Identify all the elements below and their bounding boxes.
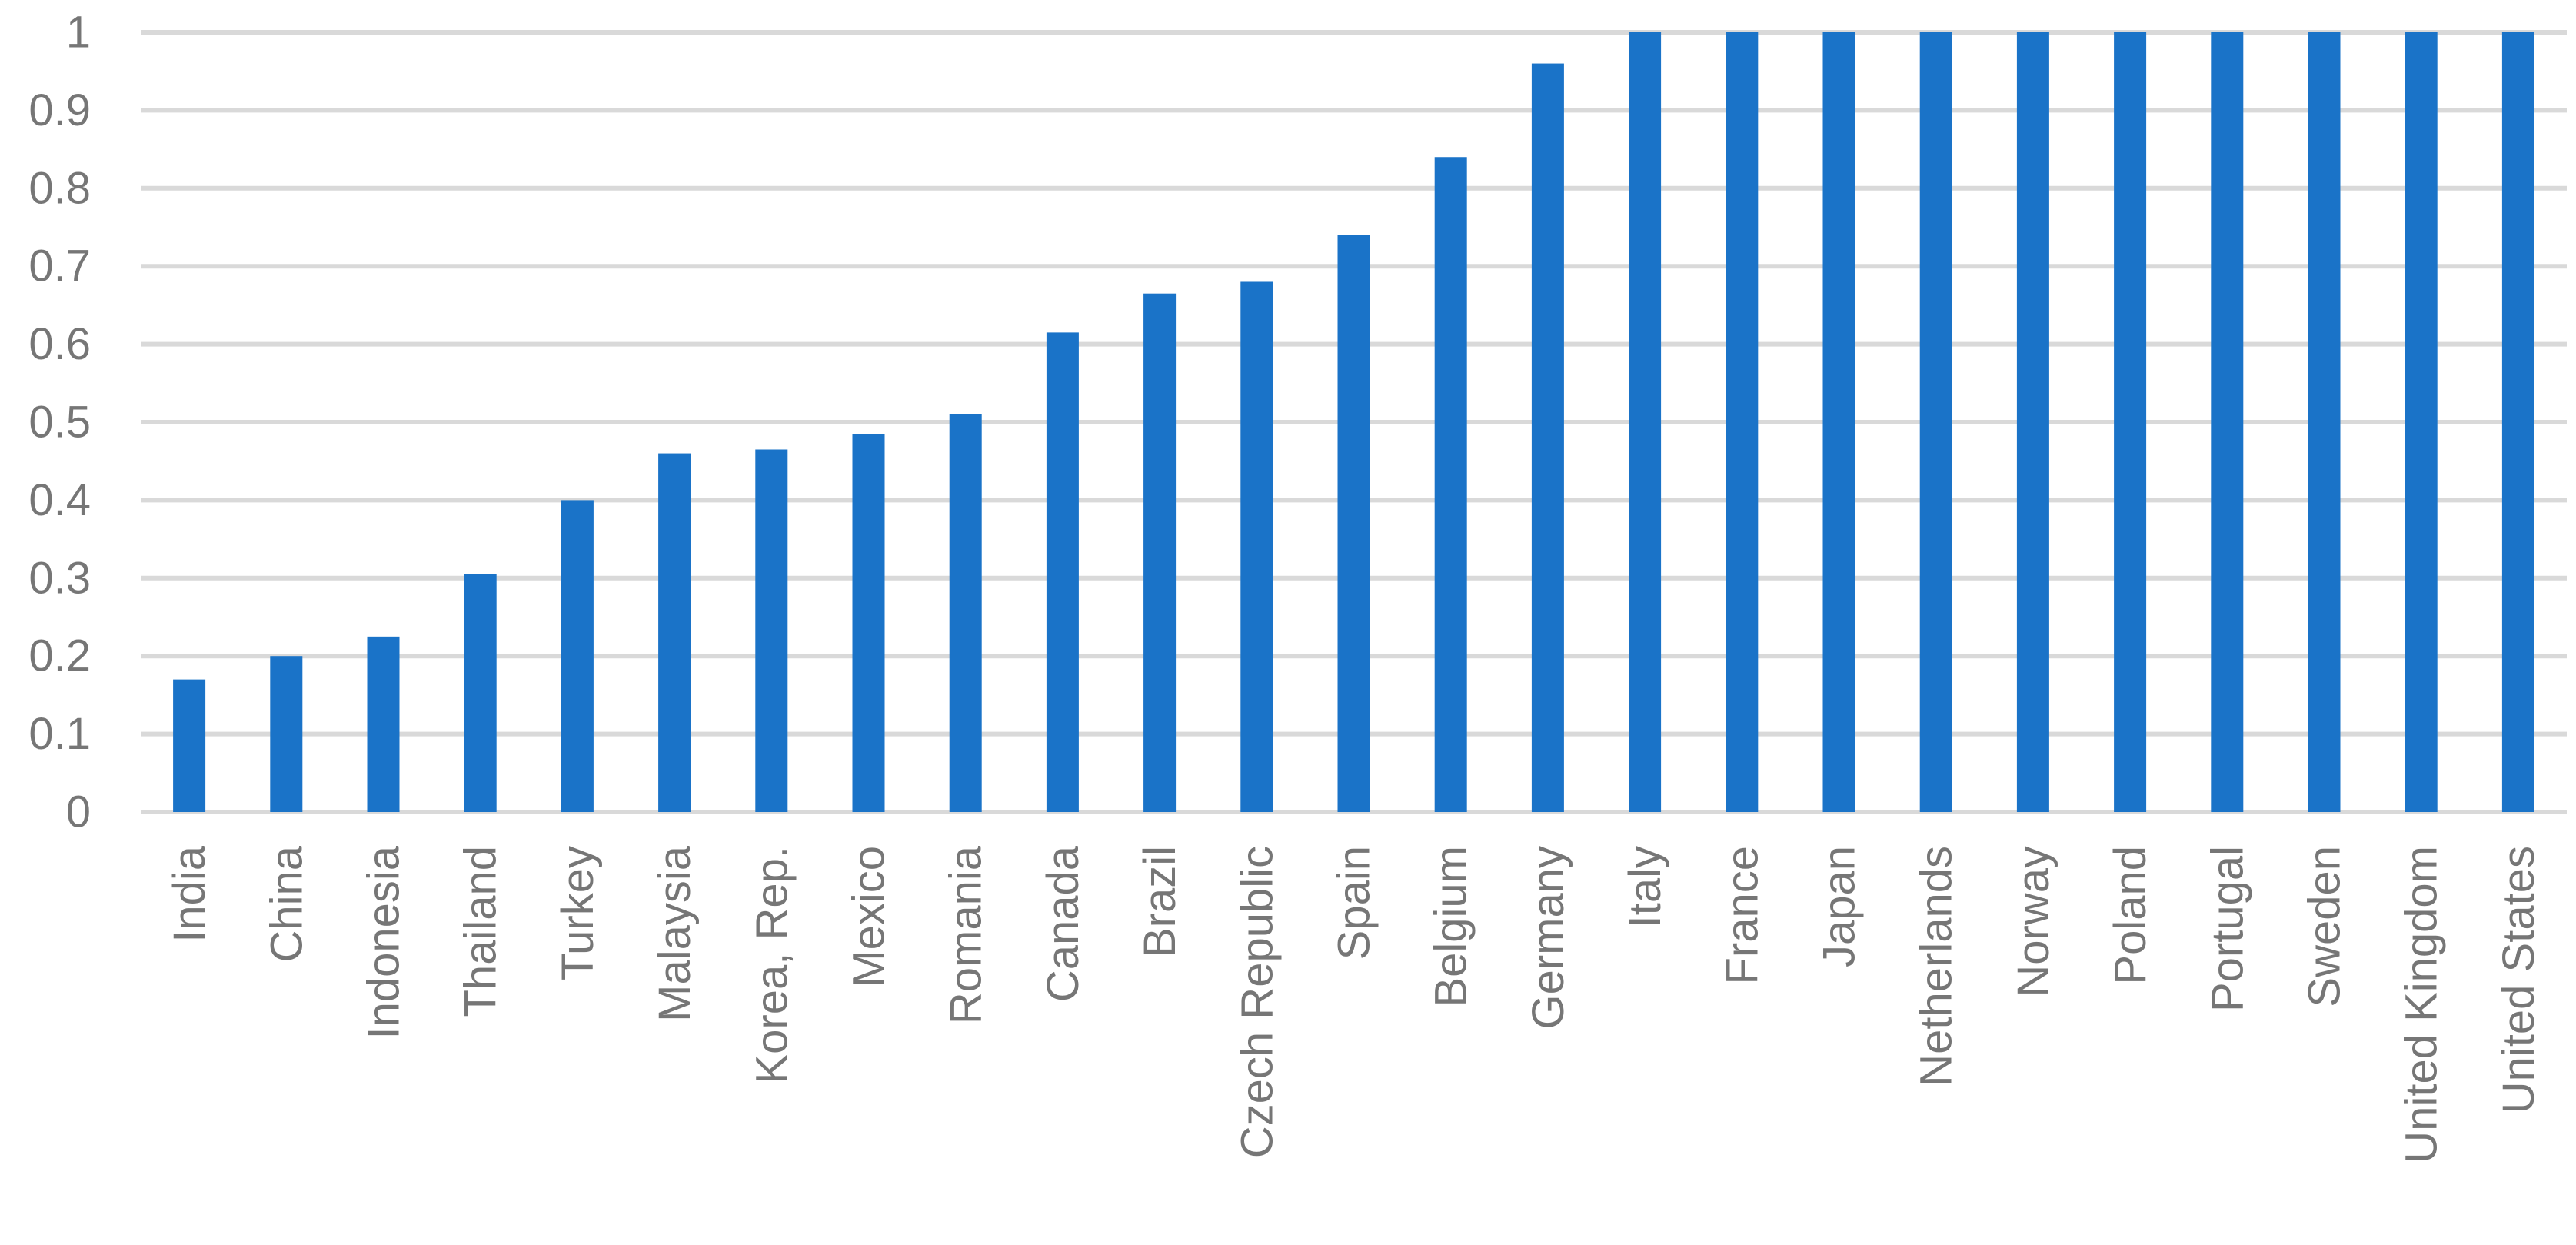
y-tick-label: 0.8 xyxy=(28,163,91,213)
bar xyxy=(1434,157,1467,813)
bar xyxy=(755,449,788,812)
bar xyxy=(173,679,206,812)
bar xyxy=(1726,32,1759,812)
bar xyxy=(2308,32,2341,812)
bar xyxy=(1919,32,1952,812)
bar xyxy=(2405,32,2438,812)
x-tick-label: Mexico xyxy=(844,846,894,987)
x-tick-label: France xyxy=(1717,846,1767,985)
x-tick-label: Poland xyxy=(2105,846,2155,985)
bars xyxy=(173,32,2534,813)
x-tick-label: Spain xyxy=(1330,846,1380,960)
x-tick-label: United Kingdom xyxy=(2397,846,2447,1163)
x-tick-label: United States xyxy=(2494,846,2544,1114)
bar xyxy=(464,574,497,812)
bar xyxy=(367,636,400,812)
bar xyxy=(1143,293,1177,812)
x-tick-label: Czech Republic xyxy=(1232,846,1282,1158)
y-tick-label: 0.7 xyxy=(28,241,91,291)
x-tick-label: Italy xyxy=(1620,846,1670,927)
bar xyxy=(1337,235,1370,812)
x-tick-label: Canada xyxy=(1038,845,1088,1002)
y-tick-label: 0.5 xyxy=(28,398,91,448)
x-tick-label: Netherlands xyxy=(1912,846,1962,1087)
bar xyxy=(1629,32,1662,812)
x-tick-label: Portugal xyxy=(2202,846,2252,1012)
bar xyxy=(658,453,691,812)
bar xyxy=(2016,32,2049,812)
bar xyxy=(852,434,885,812)
y-tick-label: 0 xyxy=(66,787,91,837)
bar xyxy=(1822,32,1855,812)
x-tick-label: Belgium xyxy=(1426,846,1476,1007)
x-axis-ticks: India China Indonesia Thailand Turkey Malaysi… xyxy=(165,845,2544,1163)
x-tick-label: Malaysia xyxy=(650,845,700,1022)
x-tick-label: Turkey xyxy=(553,846,603,980)
y-tick-label: 0.3 xyxy=(28,553,91,603)
x-tick-label: Japan xyxy=(1815,846,1865,967)
x-tick-label: China xyxy=(261,845,311,962)
y-tick-label: 0.9 xyxy=(28,85,91,135)
x-tick-label: Germany xyxy=(1523,846,1573,1030)
y-tick-label: 0.6 xyxy=(28,319,91,369)
bar xyxy=(949,414,982,812)
bar xyxy=(1240,281,1273,813)
x-tick-label: Brazil xyxy=(1135,846,1185,957)
bar xyxy=(1046,332,1079,812)
y-axis-ticks: 0 0.1 0.2 0.3 0.4 0.5 0.6 0.7 0.8 0.9 1 xyxy=(28,8,91,837)
bar xyxy=(561,500,594,812)
bar xyxy=(1531,63,1564,812)
bar xyxy=(2114,32,2147,812)
x-tick-label: Sweden xyxy=(2300,846,2350,1007)
x-tick-label: Thailand xyxy=(456,846,506,1017)
bar xyxy=(2501,32,2534,812)
x-tick-label: Korea, Rep. xyxy=(747,846,797,1084)
y-tick-label: 0.2 xyxy=(28,631,91,681)
y-tick-label: 0.1 xyxy=(28,709,91,759)
y-tick-label: 1 xyxy=(66,8,91,58)
bar xyxy=(2211,32,2244,812)
x-tick-label: Norway xyxy=(2009,846,2058,997)
x-tick-label: India xyxy=(165,845,215,943)
x-tick-label: Romania xyxy=(941,845,991,1024)
x-tick-label: Indonesia xyxy=(359,845,409,1039)
y-tick-label: 0.4 xyxy=(28,475,91,525)
bar xyxy=(270,656,303,812)
